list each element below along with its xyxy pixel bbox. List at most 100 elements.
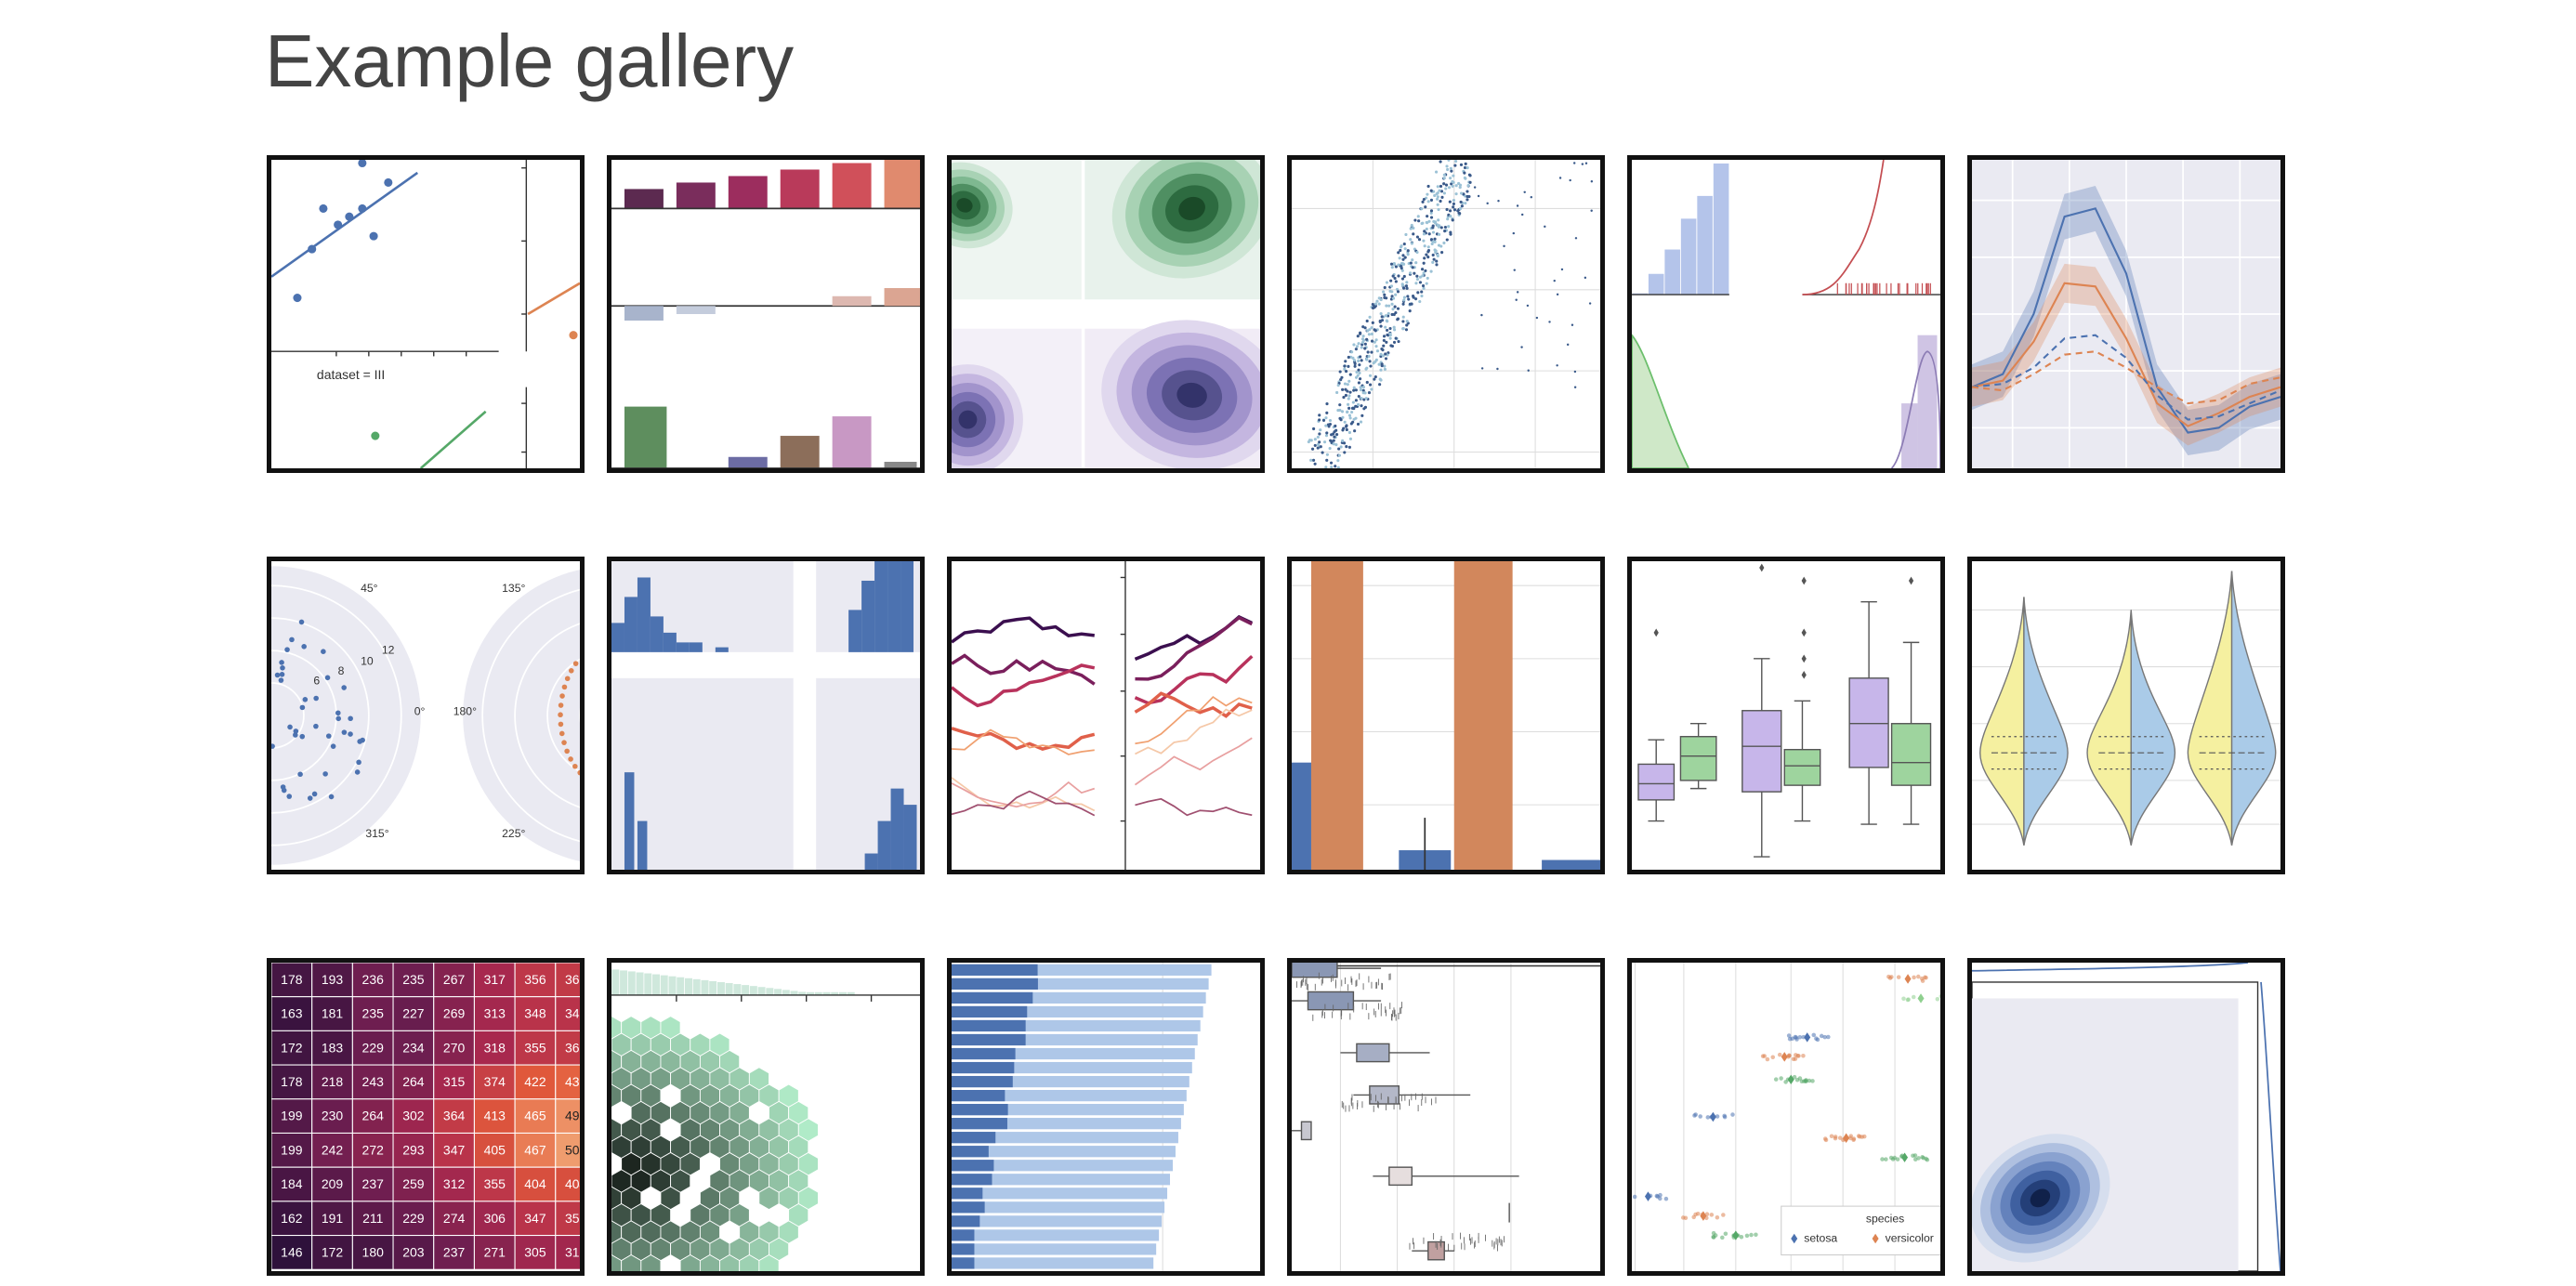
point bbox=[1415, 235, 1419, 239]
strip-point bbox=[1799, 1079, 1805, 1084]
point bbox=[1409, 261, 1413, 265]
gallery-thumbnail[interactable] bbox=[1627, 155, 1945, 473]
point bbox=[280, 665, 285, 671]
gallery-thumbnail[interactable] bbox=[607, 958, 925, 1276]
heatmap-cell bbox=[473, 1064, 516, 1100]
violin-half bbox=[2086, 610, 2132, 846]
gallery-thumbnail[interactable] bbox=[947, 958, 1265, 1276]
bar bbox=[1292, 762, 1311, 870]
thumbnail-text: 404 bbox=[524, 1176, 546, 1191]
point bbox=[1365, 380, 1369, 385]
point bbox=[1390, 266, 1394, 269]
point bbox=[1392, 340, 1397, 344]
point bbox=[1354, 404, 1358, 408]
gallery-thumbnail[interactable] bbox=[1287, 557, 1605, 874]
gallery-thumbnail[interactable]: 178 193 236 235 267 317 356 362 163 181 235 227 269 3… bbox=[267, 958, 585, 1276]
spacer bbox=[1292, 963, 1452, 1099]
box bbox=[1679, 736, 1717, 781]
gallery-thumbnail[interactable] bbox=[947, 557, 1265, 874]
point bbox=[1477, 194, 1480, 198]
point bbox=[1370, 387, 1373, 391]
point bbox=[1426, 221, 1429, 225]
line bbox=[952, 727, 1096, 752]
point bbox=[1388, 326, 1392, 331]
line bbox=[1135, 708, 1253, 755]
point bbox=[1319, 428, 1322, 432]
spacer bbox=[1292, 963, 1509, 1104]
heatmap-cell bbox=[473, 1201, 516, 1237]
strip-point bbox=[1790, 1036, 1795, 1042]
point bbox=[1435, 259, 1439, 263]
polar-bg bbox=[271, 566, 421, 865]
bar bbox=[1679, 217, 1698, 295]
thumbnail-image bbox=[611, 968, 920, 1271]
heatmap-cell bbox=[555, 1064, 580, 1100]
point bbox=[299, 704, 306, 711]
line bbox=[952, 790, 1096, 817]
gallery-thumbnail[interactable] bbox=[947, 155, 1265, 473]
gallery-thumbnail[interactable] bbox=[607, 155, 925, 473]
point bbox=[1357, 381, 1360, 385]
point bbox=[1397, 274, 1400, 278]
spacer bbox=[1292, 963, 1519, 1099]
point bbox=[1390, 302, 1394, 306]
strip-point bbox=[1691, 1214, 1696, 1220]
gallery-thumbnail[interactable] bbox=[1967, 557, 2285, 874]
point bbox=[1437, 218, 1440, 222]
bar bbox=[765, 987, 775, 996]
point bbox=[1553, 279, 1556, 282]
gallery-thumbnail[interactable]: 45° 135° 12 10 8 6 0° 180° 315° 225° bbox=[267, 557, 585, 874]
bar bbox=[952, 1215, 1163, 1227]
mean-marker bbox=[1917, 993, 1925, 1004]
strip-point bbox=[1715, 1114, 1720, 1119]
point bbox=[1415, 250, 1419, 255]
bar bbox=[728, 176, 768, 209]
point bbox=[1560, 268, 1564, 271]
point bbox=[1384, 352, 1387, 356]
point bbox=[1449, 177, 1452, 180]
point bbox=[1318, 413, 1321, 417]
point bbox=[1581, 163, 1584, 165]
thumbnail-text: 183 bbox=[322, 1040, 344, 1055]
thumbnail-text: 348 bbox=[565, 1006, 580, 1021]
gallery-thumbnail[interactable]: species setosa versicolor bbox=[1627, 958, 1945, 1276]
gallery-thumbnail[interactable] bbox=[1627, 557, 1945, 874]
strip-point bbox=[1892, 1155, 1898, 1161]
point bbox=[1465, 190, 1469, 193]
point bbox=[1401, 254, 1405, 257]
bar bbox=[884, 288, 920, 307]
point bbox=[1309, 458, 1313, 462]
strip-point bbox=[1837, 1135, 1843, 1140]
point bbox=[360, 737, 365, 743]
point bbox=[1569, 178, 1571, 182]
bar bbox=[832, 416, 872, 468]
point bbox=[1451, 184, 1454, 188]
thumbnail-text: 184 bbox=[281, 1176, 303, 1191]
point bbox=[1360, 359, 1363, 362]
bar bbox=[780, 169, 820, 209]
point bbox=[1463, 165, 1467, 170]
thumbnail-text: 355 bbox=[524, 1040, 546, 1055]
point bbox=[1468, 180, 1472, 184]
point bbox=[1414, 282, 1418, 285]
gallery-thumbnail[interactable] bbox=[1967, 155, 2285, 473]
point bbox=[1556, 364, 1558, 367]
gallery-thumbnail[interactable]: dataset = III bbox=[267, 155, 585, 473]
point bbox=[1415, 274, 1419, 278]
density-contour bbox=[958, 410, 978, 429]
box bbox=[1427, 1240, 1445, 1261]
gallery-thumbnail[interactable] bbox=[607, 557, 925, 874]
point bbox=[1460, 204, 1464, 208]
thumbnail-text: 178 bbox=[281, 972, 303, 987]
gallery-thumbnail[interactable] bbox=[1287, 958, 1605, 1276]
point bbox=[1397, 339, 1400, 344]
fit-line bbox=[527, 282, 580, 316]
point bbox=[1357, 368, 1360, 372]
thumbnail-text: 272 bbox=[362, 1142, 385, 1157]
point bbox=[1556, 293, 1559, 296]
point bbox=[1368, 315, 1372, 319]
gallery-thumbnail[interactable] bbox=[1287, 155, 1605, 473]
gallery-thumbnail[interactable] bbox=[1967, 958, 2285, 1276]
point bbox=[1340, 375, 1344, 379]
point bbox=[1329, 439, 1333, 442]
